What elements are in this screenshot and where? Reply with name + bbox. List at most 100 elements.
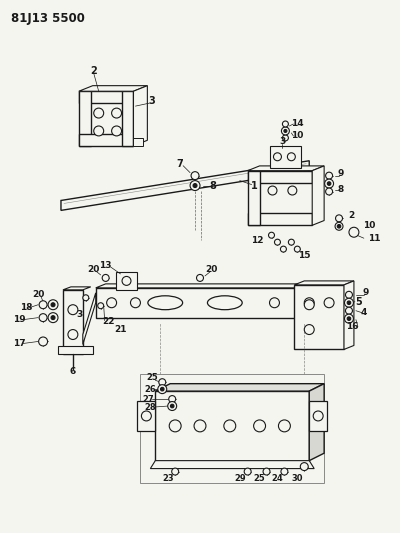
Circle shape xyxy=(326,188,332,195)
Polygon shape xyxy=(79,86,147,91)
Circle shape xyxy=(281,468,288,475)
Circle shape xyxy=(68,329,78,340)
Text: 18: 18 xyxy=(20,303,32,312)
Polygon shape xyxy=(138,401,155,431)
Circle shape xyxy=(344,314,354,323)
Circle shape xyxy=(112,126,122,136)
Text: 5: 5 xyxy=(356,297,362,307)
Circle shape xyxy=(324,298,334,308)
Circle shape xyxy=(48,313,58,322)
Text: 16: 16 xyxy=(346,322,358,331)
Bar xyxy=(270,146,301,168)
Polygon shape xyxy=(312,166,324,225)
Polygon shape xyxy=(83,293,96,344)
Circle shape xyxy=(194,420,206,432)
Circle shape xyxy=(280,246,286,252)
Circle shape xyxy=(170,404,174,408)
Polygon shape xyxy=(248,171,312,183)
Text: 21: 21 xyxy=(114,325,127,334)
Circle shape xyxy=(158,385,167,393)
Text: 81J13 5500: 81J13 5500 xyxy=(11,12,85,25)
Text: 27: 27 xyxy=(142,394,154,403)
Circle shape xyxy=(168,401,177,410)
Polygon shape xyxy=(248,213,312,225)
Circle shape xyxy=(282,127,289,135)
Circle shape xyxy=(287,153,295,161)
Text: 30: 30 xyxy=(292,474,303,483)
Circle shape xyxy=(51,316,55,320)
Circle shape xyxy=(112,108,122,118)
Circle shape xyxy=(294,246,300,252)
Polygon shape xyxy=(339,284,349,318)
Text: 20: 20 xyxy=(206,265,218,274)
Circle shape xyxy=(48,300,58,310)
Circle shape xyxy=(51,303,55,306)
Circle shape xyxy=(107,298,116,308)
Circle shape xyxy=(159,379,166,386)
Text: 4: 4 xyxy=(361,308,367,317)
Polygon shape xyxy=(96,284,349,288)
Circle shape xyxy=(193,183,197,188)
Circle shape xyxy=(39,301,47,309)
Circle shape xyxy=(284,130,287,132)
Text: 25: 25 xyxy=(254,474,266,483)
Circle shape xyxy=(169,395,176,402)
Text: 10: 10 xyxy=(363,221,375,230)
Text: 13: 13 xyxy=(100,261,112,270)
Polygon shape xyxy=(248,166,324,171)
Text: 14: 14 xyxy=(291,119,304,128)
Circle shape xyxy=(347,301,351,304)
Text: 2: 2 xyxy=(90,67,97,76)
Circle shape xyxy=(304,325,314,335)
Circle shape xyxy=(326,172,332,179)
Circle shape xyxy=(191,172,199,180)
Polygon shape xyxy=(294,281,354,285)
Polygon shape xyxy=(294,285,344,350)
Circle shape xyxy=(344,298,354,307)
Circle shape xyxy=(169,420,181,432)
Circle shape xyxy=(39,337,48,346)
Circle shape xyxy=(94,126,104,136)
Polygon shape xyxy=(155,391,309,461)
Ellipse shape xyxy=(208,296,242,310)
Circle shape xyxy=(347,317,351,320)
Text: 17: 17 xyxy=(13,339,26,348)
Text: 22: 22 xyxy=(102,317,115,326)
Circle shape xyxy=(172,468,179,475)
Text: 10: 10 xyxy=(291,132,304,140)
Text: 3: 3 xyxy=(77,310,83,319)
Bar xyxy=(140,374,324,483)
Circle shape xyxy=(300,463,308,471)
Circle shape xyxy=(337,224,341,228)
Polygon shape xyxy=(79,91,91,146)
Text: 9: 9 xyxy=(363,288,369,297)
Polygon shape xyxy=(155,384,324,391)
Text: 12: 12 xyxy=(251,236,264,245)
Text: 25: 25 xyxy=(146,373,158,382)
Text: 8: 8 xyxy=(210,181,216,191)
Text: 3: 3 xyxy=(279,138,286,147)
Polygon shape xyxy=(122,91,134,146)
Ellipse shape xyxy=(148,296,183,310)
Circle shape xyxy=(122,277,131,285)
Text: 1: 1 xyxy=(251,181,258,191)
Text: 28: 28 xyxy=(144,402,156,411)
Circle shape xyxy=(268,232,274,238)
Text: 2: 2 xyxy=(348,211,354,220)
Text: 20: 20 xyxy=(32,290,44,300)
Circle shape xyxy=(325,179,334,188)
Text: 26: 26 xyxy=(144,385,156,394)
Circle shape xyxy=(268,186,277,195)
Circle shape xyxy=(68,305,78,314)
Text: 11: 11 xyxy=(368,233,380,243)
Circle shape xyxy=(346,292,352,298)
Polygon shape xyxy=(61,161,309,211)
Polygon shape xyxy=(58,346,93,354)
Polygon shape xyxy=(150,461,314,469)
Polygon shape xyxy=(344,281,354,350)
Polygon shape xyxy=(79,91,134,103)
Circle shape xyxy=(263,468,270,475)
Circle shape xyxy=(98,303,104,309)
Circle shape xyxy=(83,295,89,301)
Circle shape xyxy=(282,135,288,141)
